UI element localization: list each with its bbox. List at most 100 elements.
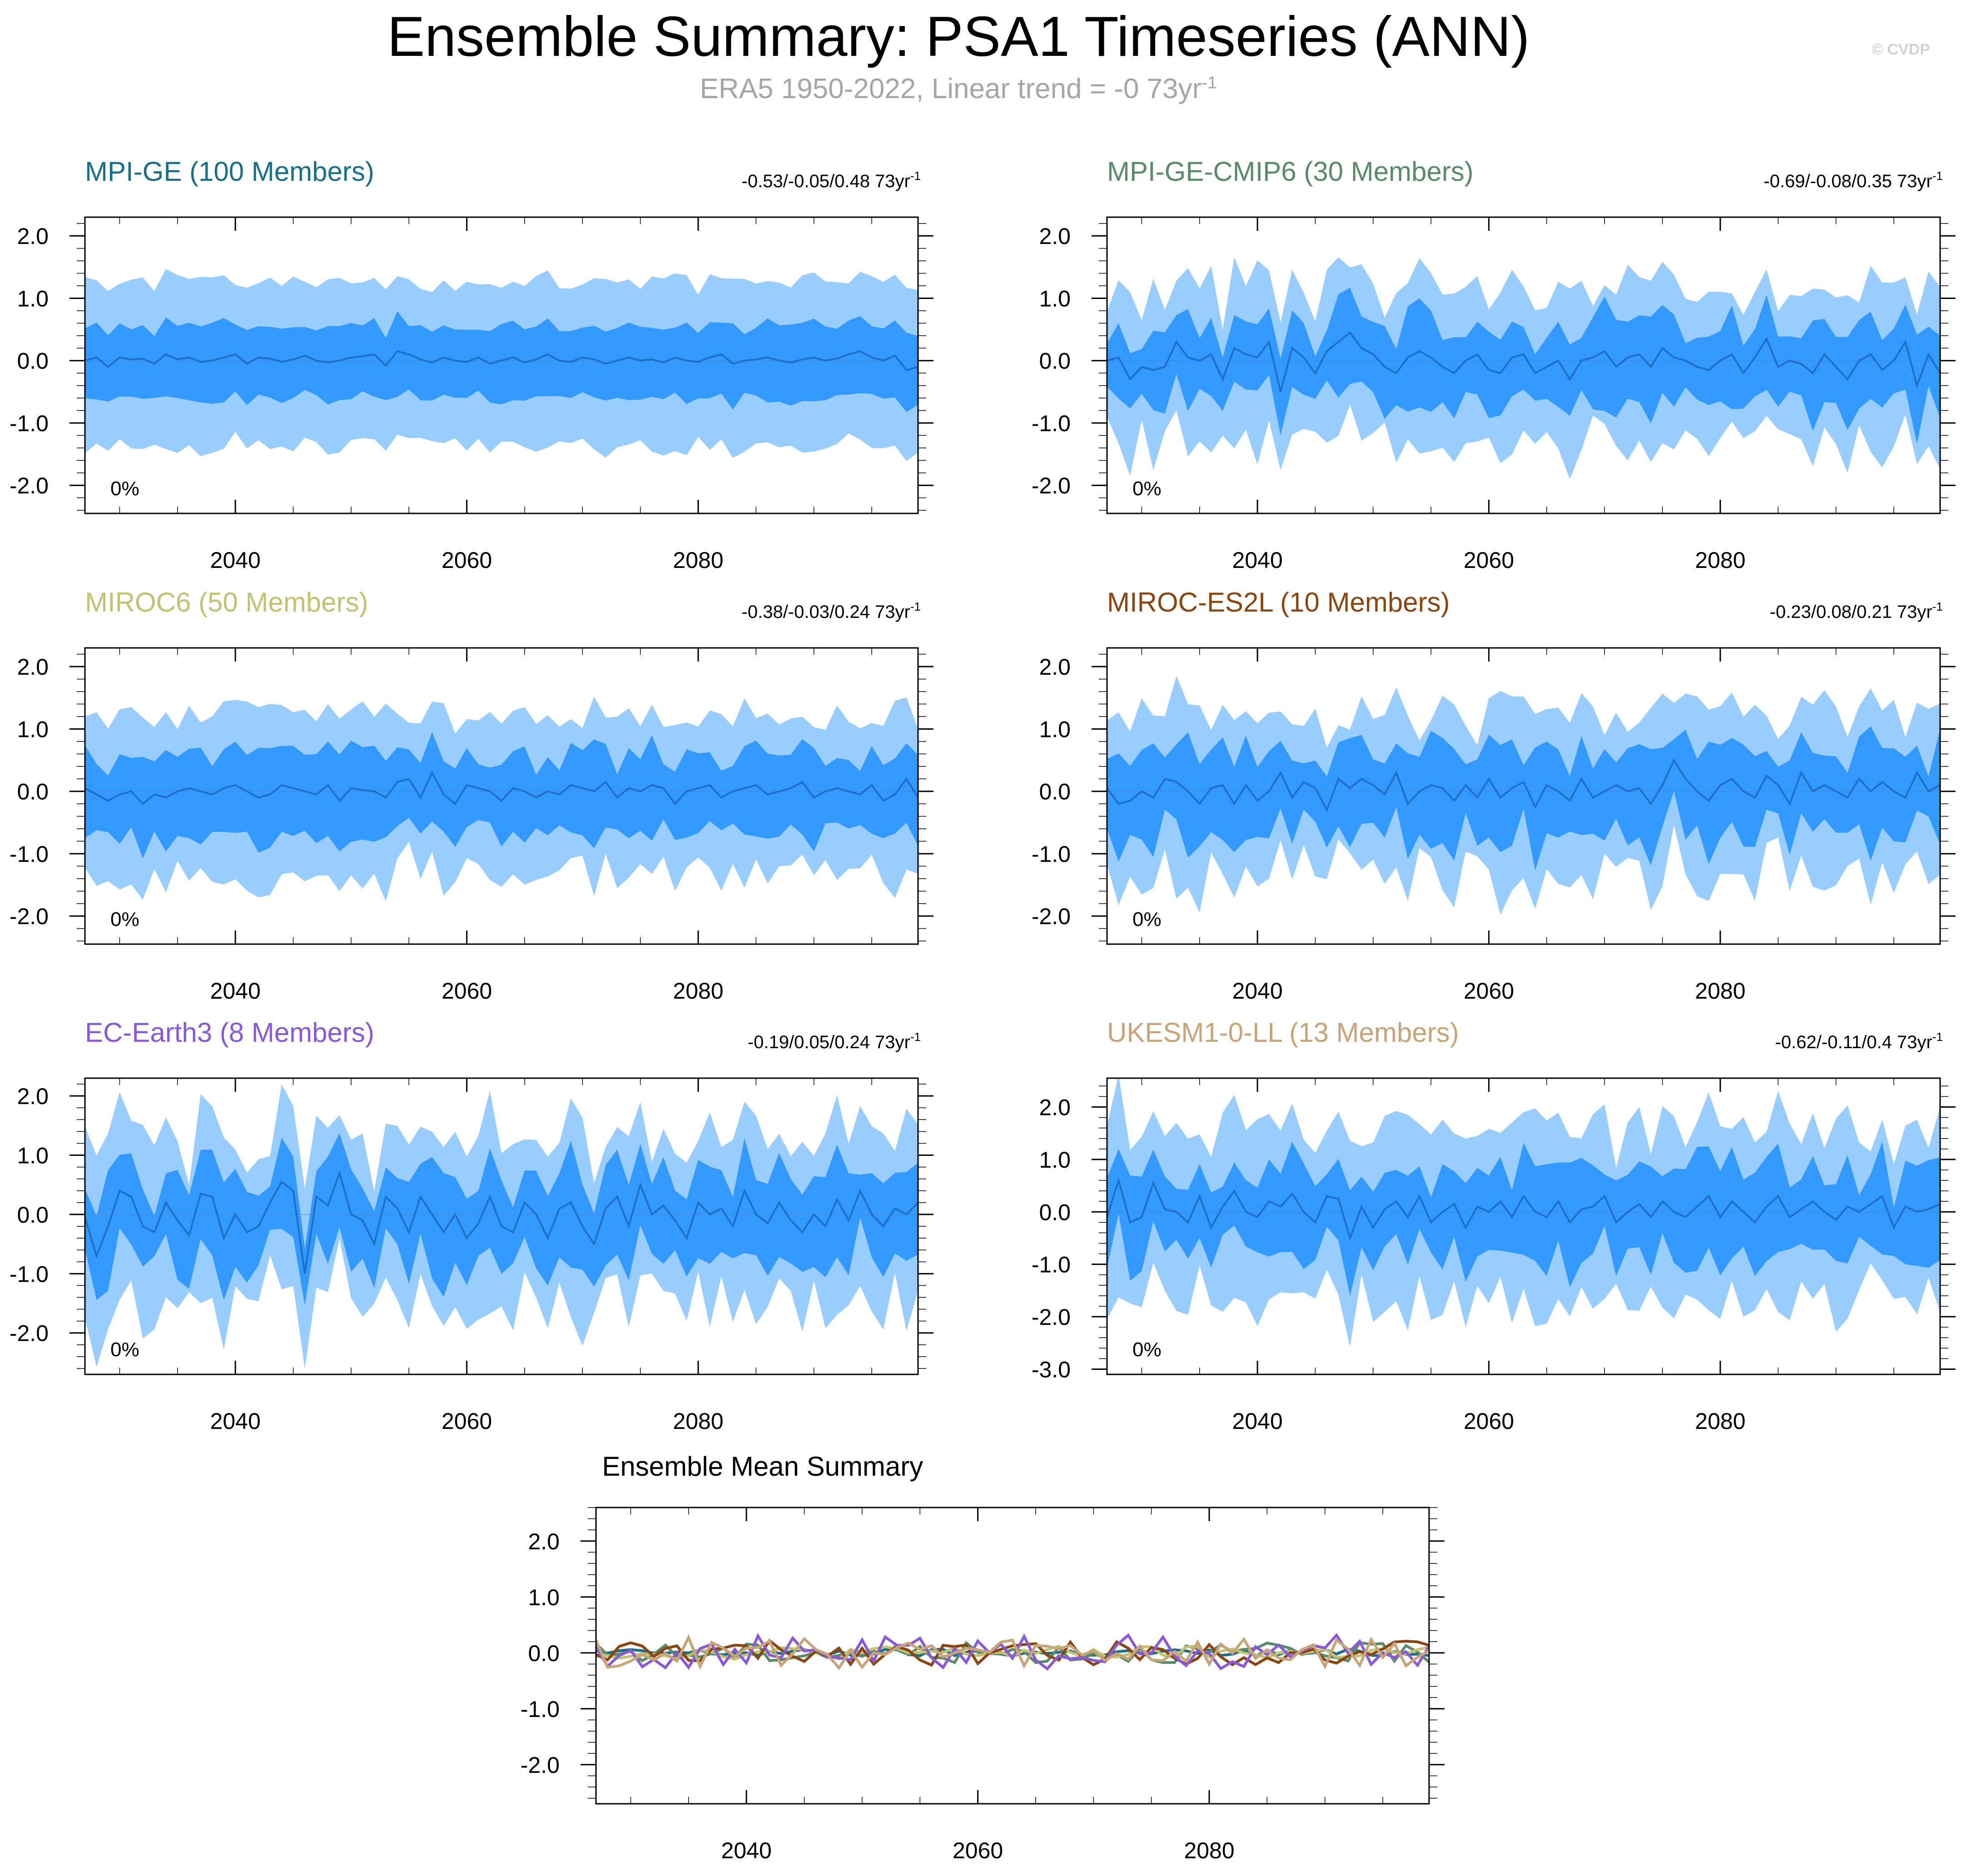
y-tick-label: 2.0 (17, 654, 49, 680)
plot-area-1 (1107, 257, 1940, 479)
x-tick-label: 2060 (953, 1838, 1003, 1863)
trend-label: -0.62/-0.11/0.4 73yr-1 (1775, 1030, 1943, 1052)
y-tick-label: 1.0 (1039, 717, 1071, 742)
trend-exponent: -1 (1932, 600, 1943, 613)
trend-exponent: -1 (910, 1030, 921, 1044)
panel-title: MIROC-ES2L (10 Members) (1107, 587, 1450, 617)
x-tick-label: 2040 (1232, 1408, 1283, 1434)
y-tick-label: 2.0 (17, 224, 49, 249)
trend-label: -0.23/0.08/0.21 73yr-1 (1770, 600, 1943, 622)
plot-area-4 (85, 1084, 918, 1369)
panel-title: MPI-GE-CMIP6 (30 Members) (1107, 156, 1474, 187)
trend-label: -0.53/-0.05/0.48 73yr-1 (742, 169, 921, 191)
y-tick-label: -1.0 (1032, 411, 1071, 436)
y-tick-label: -1.0 (1032, 1252, 1071, 1278)
x-tick-label: 2080 (673, 547, 723, 573)
trend-exponent: -1 (1932, 169, 1943, 183)
percent-label: 0% (110, 1339, 139, 1361)
x-tick-label: 2080 (673, 978, 723, 1004)
percent-label: 0% (1132, 478, 1162, 500)
trend-text: -0.38/-0.03/0.24 73yr (742, 602, 910, 622)
x-tick-label: 2040 (210, 978, 261, 1004)
plot-area-3 (1107, 676, 1940, 915)
subtitle-text: ERA5 1950-2022, Linear trend = -0 73yr (700, 73, 1202, 104)
ensemble-mean-line (85, 1169, 918, 1274)
percent-label: 0% (1132, 908, 1162, 931)
y-tick-label: -1.0 (10, 411, 49, 436)
y-tick-label: 1.0 (528, 1585, 560, 1610)
x-tick-label: 2060 (442, 1408, 492, 1434)
x-tick-label: 2080 (1695, 978, 1745, 1004)
x-tick-label: 2040 (210, 547, 261, 573)
inner-range-band (1107, 1141, 1940, 1296)
x-tick-label: 2060 (1464, 978, 1514, 1004)
plot-area-6 (596, 1632, 1429, 1671)
ensemble-mean-line (85, 350, 918, 371)
plot-frame (1106, 216, 1941, 514)
page-title: Ensemble Summary: PSA1 Timeseries (ANN) (387, 5, 1530, 68)
y-tick-label: 1.0 (17, 286, 49, 311)
y-tick-label: 1.0 (1039, 286, 1071, 311)
y-tick-label: 0.0 (17, 348, 49, 374)
trend-text: -0.19/0.05/0.24 73yr (748, 1032, 910, 1052)
x-tick-label: 2040 (721, 1838, 772, 1863)
panel-title: MPI-GE (100 Members) (85, 156, 374, 187)
y-tick-label: 0.0 (1039, 1199, 1071, 1225)
y-tick-label: -1.0 (1032, 841, 1071, 867)
x-tick-label: 2040 (1232, 547, 1283, 573)
plot-frame (1106, 1077, 1941, 1375)
percent-label: 0% (110, 478, 139, 500)
ensemble-mean-line (1107, 758, 1940, 812)
y-tick-label: 1.0 (17, 717, 49, 742)
series-line-miroc-es2l (596, 1638, 1429, 1667)
y-tick-label: -1.0 (10, 841, 49, 867)
inner-range-band (85, 731, 918, 859)
trend-exponent: -1 (910, 169, 921, 183)
trend-exponent: -1 (1932, 1030, 1943, 1044)
trend-label: -0.38/-0.03/0.24 73yr-1 (742, 600, 921, 622)
y-tick-label: 2.0 (1039, 654, 1071, 680)
plot-area-2 (85, 696, 918, 901)
y-tick-label: -1.0 (521, 1697, 560, 1722)
y-tick-label: 2.0 (528, 1529, 560, 1554)
trend-text: -0.62/-0.11/0.4 73yr (1775, 1032, 1932, 1052)
inner-range-band (85, 311, 918, 412)
y-tick-label: -2.0 (1032, 1304, 1071, 1330)
y-tick-label: 0.0 (17, 1202, 49, 1228)
trend-text: -0.53/-0.05/0.48 73yr (742, 171, 910, 191)
percent-label: 0% (110, 908, 139, 931)
trend-label: -0.69/-0.08/0.35 73yr-1 (1764, 169, 1943, 191)
x-tick-label: 2060 (1464, 547, 1514, 573)
x-tick-label: 2060 (442, 978, 492, 1004)
y-tick-label: -1.0 (10, 1261, 49, 1287)
y-tick-label: 1.0 (17, 1143, 49, 1169)
x-tick-label: 2040 (210, 1408, 261, 1434)
plot-frame (595, 1507, 1430, 1805)
percent-label: 0% (1132, 1339, 1162, 1361)
y-tick-label: 0.0 (17, 779, 49, 805)
x-tick-label: 2060 (1464, 1408, 1514, 1434)
panel-title: Ensemble Mean Summary (602, 1451, 923, 1482)
panel-title: EC-Earth3 (8 Members) (85, 1017, 374, 1048)
panel-title: MIROC6 (50 Members) (85, 587, 368, 617)
trend-label: -0.19/0.05/0.24 73yr-1 (748, 1030, 921, 1052)
x-tick-label: 2080 (1695, 1408, 1745, 1434)
x-tick-label: 2060 (442, 547, 492, 573)
plot-frame (1106, 647, 1941, 945)
y-tick-label: -2.0 (10, 473, 49, 498)
ensemble-mean-line (1107, 1177, 1940, 1241)
y-tick-label: -2.0 (10, 904, 49, 929)
y-tick-label: 2.0 (1039, 1095, 1071, 1120)
plot-frame (84, 647, 919, 945)
y-tick-label: -3.0 (1032, 1357, 1071, 1382)
inner-range-band (85, 1133, 918, 1305)
x-tick-label: 2080 (1695, 547, 1745, 573)
trend-text: -0.23/0.08/0.21 73yr (1770, 602, 1932, 622)
x-tick-label: 2080 (1184, 1838, 1234, 1863)
trend-text: -0.69/-0.08/0.35 73yr (1764, 171, 1932, 191)
page-subtitle: ERA5 1950-2022, Linear trend = -0 73yr-1 (0, 73, 1917, 105)
y-tick-label: -2.0 (1032, 473, 1071, 498)
y-tick-label: -2.0 (10, 1321, 49, 1346)
trend-exponent: -1 (910, 600, 921, 613)
